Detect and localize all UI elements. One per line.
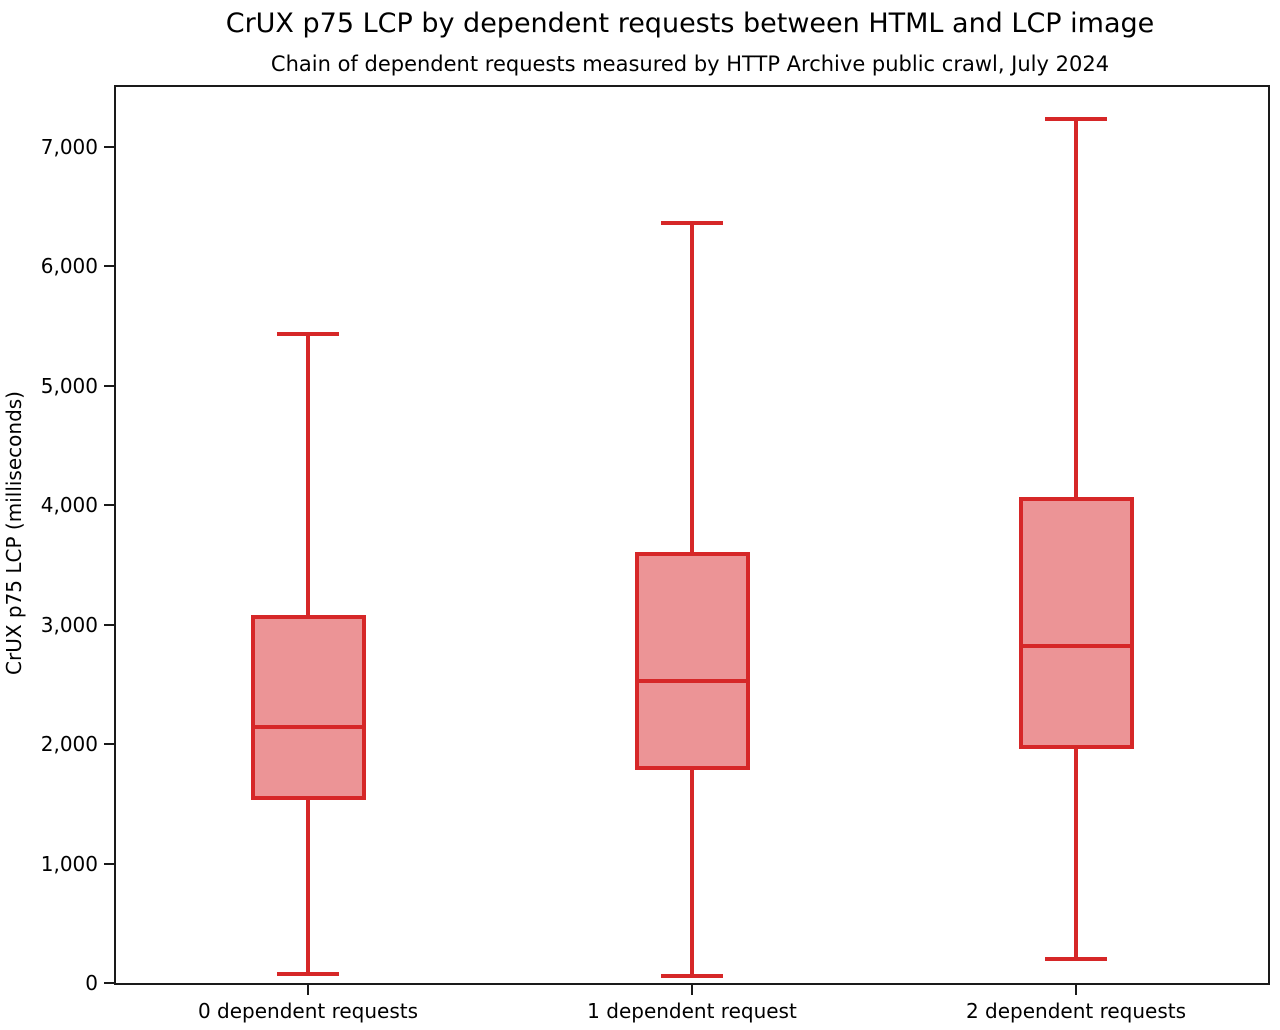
y-tick <box>104 743 114 746</box>
y-tick-label: 3,000 <box>40 612 98 637</box>
y-tick-label: 5,000 <box>40 373 98 398</box>
median-line <box>1018 643 1134 648</box>
x-tick <box>307 985 309 995</box>
y-tick <box>104 623 114 626</box>
y-tick <box>104 384 114 387</box>
whisker-cap-min <box>1045 956 1107 961</box>
y-axis-label: CrUX p75 LCP (milliseconds) <box>2 391 26 675</box>
lower-whisker <box>1074 748 1078 959</box>
iqr-box <box>250 615 366 801</box>
whisker-cap-min <box>661 974 723 979</box>
y-tick <box>104 982 114 984</box>
y-tick-label: 7,000 <box>40 134 98 159</box>
y-tick <box>104 862 114 865</box>
y-tick <box>104 504 114 507</box>
chart-title: CrUX p75 LCP by dependent requests betwe… <box>225 8 1155 39</box>
lower-whisker <box>690 770 694 977</box>
iqr-box <box>634 551 750 771</box>
y-tick-label: 4,000 <box>40 493 98 518</box>
whisker-cap-max <box>1045 117 1107 122</box>
y-tick-label: 2,000 <box>40 732 98 757</box>
x-tick <box>691 985 693 995</box>
x-tick-label: 2 dependent requests <box>965 999 1187 1023</box>
plot-area: 0 1,000 2,000 3,000 4,000 5,000 6,000 7,000 0 de… <box>41 85 1270 1023</box>
x-tick <box>1075 985 1077 995</box>
x-tick-label: 1 dependent request <box>587 999 797 1023</box>
iqr-box <box>1018 496 1134 749</box>
whisker-cap-max <box>277 332 339 337</box>
whisker-cap-max <box>661 221 723 226</box>
y-tick <box>104 145 114 148</box>
upper-whisker <box>1074 119 1078 497</box>
chart-subtitle: Chain of dependent requests measured by … <box>270 52 1110 76</box>
y-tick <box>104 265 114 268</box>
y-tick-label: 1,000 <box>40 851 98 876</box>
lower-whisker <box>306 800 310 975</box>
y-tick-label: 6,000 <box>40 254 98 279</box>
x-tick-label: 0 dependent requests <box>197 999 419 1023</box>
median-line <box>634 678 750 683</box>
whisker-cap-min <box>277 972 339 977</box>
median-line <box>250 724 366 729</box>
upper-whisker <box>690 223 694 552</box>
y-tick-label: 0 <box>85 971 98 995</box>
upper-whisker <box>306 334 310 616</box>
